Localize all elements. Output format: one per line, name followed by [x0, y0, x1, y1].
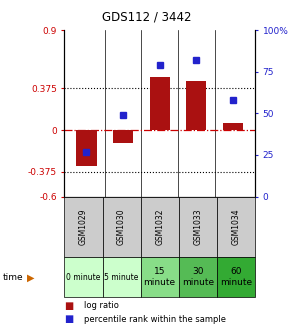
Text: log ratio: log ratio	[84, 301, 118, 310]
Text: 5 minute: 5 minute	[104, 273, 139, 282]
Bar	[113, 130, 133, 143]
Bar	[223, 123, 243, 130]
Text: GSM1033: GSM1033	[193, 208, 202, 245]
Text: ■: ■	[64, 314, 74, 324]
Text: GSM1032: GSM1032	[155, 209, 164, 245]
Text: 0 minute: 0 minute	[66, 273, 101, 282]
Text: time: time	[3, 273, 23, 282]
Bar	[76, 130, 96, 166]
Text: GSM1029: GSM1029	[79, 209, 88, 245]
Bar	[150, 77, 170, 130]
Text: GSM1034: GSM1034	[231, 208, 240, 245]
Text: ■: ■	[64, 301, 74, 311]
Bar	[186, 81, 206, 130]
Text: 30
minute: 30 minute	[182, 267, 214, 287]
Text: percentile rank within the sample: percentile rank within the sample	[84, 315, 226, 324]
Text: GDS112 / 3442: GDS112 / 3442	[102, 10, 191, 23]
Text: 60
minute: 60 minute	[220, 267, 252, 287]
Text: ▶: ▶	[27, 273, 35, 283]
Text: 15
minute: 15 minute	[144, 267, 176, 287]
Text: GSM1030: GSM1030	[117, 208, 126, 245]
